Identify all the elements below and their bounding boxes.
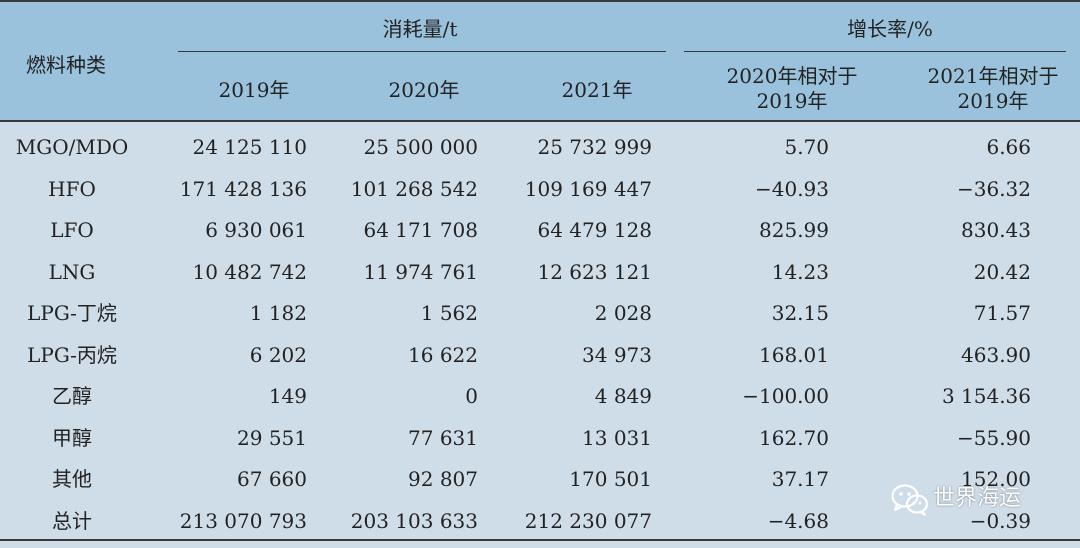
value-2019: 6 202	[249, 343, 307, 367]
fuel-name: 其他	[52, 467, 92, 491]
growth-2021: 3 154.36	[941, 384, 1031, 408]
value-2021: 12 623 121	[537, 260, 652, 284]
top-rule	[0, 0, 1080, 2]
fuel-name: HFO	[48, 177, 96, 201]
value-2021: 64 479 128	[537, 218, 652, 242]
growth-2021: 152.00	[961, 467, 1031, 491]
watermark: 世界海运	[891, 482, 1043, 516]
growth-2021: −55.90	[956, 426, 1031, 450]
fuel-name: LPG-丁烷	[27, 301, 117, 325]
consumption-group-rule	[178, 51, 666, 52]
header-bottom-rule	[0, 120, 1080, 122]
watermark-text: 世界海运	[933, 486, 1022, 511]
growth-2020: −40.93	[754, 177, 829, 201]
value-2020: 0	[465, 384, 478, 408]
fuel-name: 乙醇	[52, 384, 92, 408]
growth-2021: 463.90	[961, 343, 1031, 367]
col-header-growth-2020-line2: 2019年	[756, 89, 828, 113]
value-2021: 170 501	[569, 467, 652, 491]
wechat-icon	[891, 484, 929, 516]
value-2021: 2 028	[594, 301, 652, 325]
fuel-type-header: 燃料种类	[26, 53, 106, 77]
value-2020: 11 974 761	[363, 260, 478, 284]
fuel-name: LPG-丙烷	[27, 343, 117, 367]
growth-2021: −36.32	[956, 177, 1031, 201]
value-2019: 6 930 061	[205, 218, 307, 242]
growth-2020: 5.70	[784, 135, 829, 159]
col-header-2020: 2020年	[388, 78, 460, 102]
col-header-growth-2020-line1: 2020年相对于	[726, 64, 858, 88]
value-2020: 101 268 542	[350, 177, 478, 201]
col-header-growth-2020: 2020年相对于 2019年	[727, 64, 858, 114]
fuel-name: LNG	[48, 260, 96, 284]
value-2020: 92 807	[408, 467, 478, 491]
value-2020: 77 631	[408, 426, 478, 450]
fuel-name: MGO/MDO	[15, 135, 129, 159]
value-2021: 4 849	[594, 384, 652, 408]
bottom-rule	[0, 539, 1080, 541]
value-2021: 25 732 999	[537, 135, 652, 159]
growth-2020: −4.68	[767, 509, 829, 533]
fuel-name: 总计	[52, 509, 92, 533]
value-2020: 1 562	[420, 301, 478, 325]
col-header-2019: 2019年	[218, 78, 290, 102]
value-2019: 171 428 136	[179, 177, 307, 201]
value-2021: 34 973	[582, 343, 652, 367]
value-2019: 29 551	[237, 426, 307, 450]
value-2019: 1 182	[249, 301, 307, 325]
value-2019: 67 660	[237, 467, 307, 491]
growth-2021: 6.66	[986, 135, 1031, 159]
value-2020: 16 622	[408, 343, 478, 367]
value-2020: 64 171 708	[363, 218, 478, 242]
value-2019: 213 070 793	[179, 509, 307, 533]
growth-2021: 71.57	[973, 301, 1031, 325]
growth-2020: 32.15	[771, 301, 829, 325]
col-header-2021: 2021年	[561, 78, 633, 102]
growth-group-header: 增长率/%	[847, 17, 933, 41]
growth-2021: −0.39	[969, 509, 1031, 533]
fuel-name: 甲醇	[52, 426, 92, 450]
col-header-growth-2021-line1: 2021年相对于	[927, 64, 1059, 88]
fuel-name: LFO	[50, 218, 94, 242]
growth-group-rule	[684, 51, 1066, 52]
table-header	[0, 0, 1080, 121]
growth-2020: 168.01	[759, 343, 829, 367]
growth-2020: −100.00	[742, 384, 829, 408]
value-2019: 149	[268, 384, 307, 408]
value-2019: 10 482 742	[192, 260, 307, 284]
value-2020: 203 103 633	[350, 509, 478, 533]
growth-2020: 14.23	[771, 260, 829, 284]
value-2020: 25 500 000	[363, 135, 478, 159]
value-2021: 212 230 077	[524, 509, 652, 533]
value-2021: 109 169 447	[524, 177, 652, 201]
growth-2020: 162.70	[759, 426, 829, 450]
growth-2020: 37.17	[771, 467, 829, 491]
value-2021: 13 031	[582, 426, 652, 450]
growth-2020: 825.99	[759, 218, 829, 242]
growth-2021: 830.43	[961, 218, 1031, 242]
growth-2021: 20.42	[973, 260, 1031, 284]
value-2019: 24 125 110	[192, 135, 307, 159]
col-header-growth-2021: 2021年相对于 2019年	[928, 64, 1059, 114]
consumption-group-header: 消耗量/t	[382, 17, 458, 41]
col-header-growth-2021-line2: 2019年	[957, 89, 1029, 113]
